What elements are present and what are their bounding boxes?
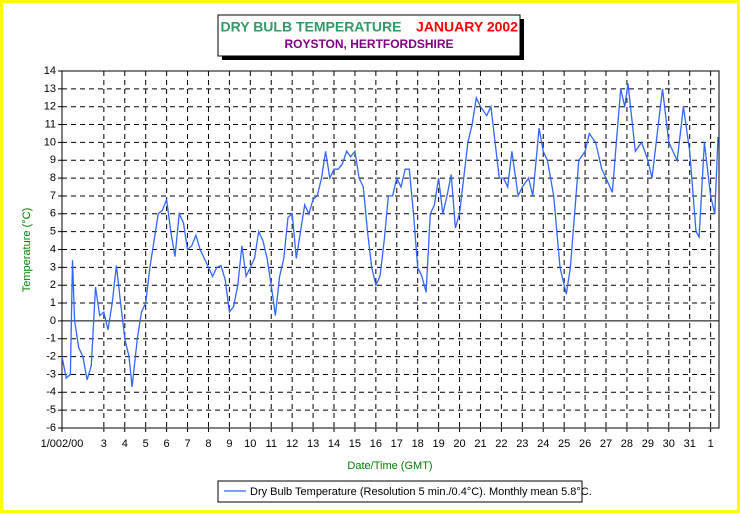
chart-title: DRY BULB TEMPERATURE <box>221 19 402 35</box>
x-tick-label: 10 <box>244 438 256 450</box>
x-tick-label: 23 <box>516 438 528 450</box>
y-tick-label: 12 <box>44 101 56 113</box>
x-tick-label: 26 <box>579 438 591 450</box>
y-tick-label: 6 <box>50 208 56 220</box>
chart-subtitle: ROYSTON, HERTFORDSHIRE <box>284 37 453 51</box>
y-tick-label: -6 <box>46 422 56 434</box>
x-tick-label: 14 <box>328 438 340 450</box>
title-box <box>217 14 521 57</box>
y-tick-label: -5 <box>46 404 56 416</box>
x-tick-label: 18 <box>412 438 424 450</box>
y-tick-label: 1 <box>50 297 56 309</box>
y-tick-label: -3 <box>46 368 56 380</box>
y-tick-label: 8 <box>50 172 56 184</box>
x-tick-label: 29 <box>642 438 654 450</box>
y-tick-label: 10 <box>44 136 56 148</box>
y-tick-label: 13 <box>44 83 56 95</box>
x-tick-label: 21 <box>474 438 486 450</box>
y-axis-label: Temperature (°C) <box>21 208 33 292</box>
x-tick-label: 4 <box>122 438 128 450</box>
x-tick-label: 7 <box>184 438 190 450</box>
x-tick-label: 6 <box>164 438 170 450</box>
x-tick-label: 13 <box>307 438 319 450</box>
y-tick-label: 14 <box>44 65 56 77</box>
x-tick-label: 28 <box>621 438 633 450</box>
x-tick-label: 11 <box>266 438 277 450</box>
y-tick-label: -1 <box>46 333 56 345</box>
x-tick-label: 31 <box>684 438 696 450</box>
x-tick-label: 8 <box>205 438 211 450</box>
y-tick-label: 5 <box>50 226 56 238</box>
y-tick-label: 11 <box>45 118 56 130</box>
x-tick-label: 25 <box>558 438 570 450</box>
y-tick-label: -2 <box>46 351 56 363</box>
y-tick-label: 2 <box>50 279 56 291</box>
x-tick-label: 24 <box>537 438 549 450</box>
y-tick-label: 7 <box>50 190 56 202</box>
y-tick-label: 3 <box>50 261 56 273</box>
x-tick-label: 15 <box>349 438 361 450</box>
x-tick-label: 22 <box>495 438 507 450</box>
x-tick-label: 27 <box>600 438 612 450</box>
x-tick-label: 19 <box>432 438 444 450</box>
data-line <box>61 83 719 387</box>
x-tick-label: 5 <box>143 438 149 450</box>
chart-title-right: JANUARY 2002 <box>416 19 518 35</box>
x-tick-label: 9 <box>226 438 232 450</box>
legend-box <box>217 480 583 503</box>
y-tick-label: 4 <box>50 243 56 255</box>
legend-label: Dry Bulb Temperature (Resolution 5 min./… <box>250 486 592 498</box>
x-tick-label: 3 <box>101 438 107 450</box>
x-tick-label: 16 <box>370 438 382 450</box>
y-tick-label: 0 <box>50 315 56 327</box>
x-tick-label: 17 <box>391 438 403 450</box>
x-tick-label: 12 <box>286 438 298 450</box>
x-tick-label: 1/002/00 <box>41 438 84 450</box>
x-tick-label: 1 <box>708 438 714 450</box>
x-tick-label: 30 <box>663 438 675 450</box>
x-axis-label: Date/Time (GMT) <box>347 460 432 472</box>
y-tick-label: 9 <box>50 154 56 166</box>
y-tick-label: -4 <box>46 386 56 398</box>
x-tick-label: 20 <box>453 438 465 450</box>
